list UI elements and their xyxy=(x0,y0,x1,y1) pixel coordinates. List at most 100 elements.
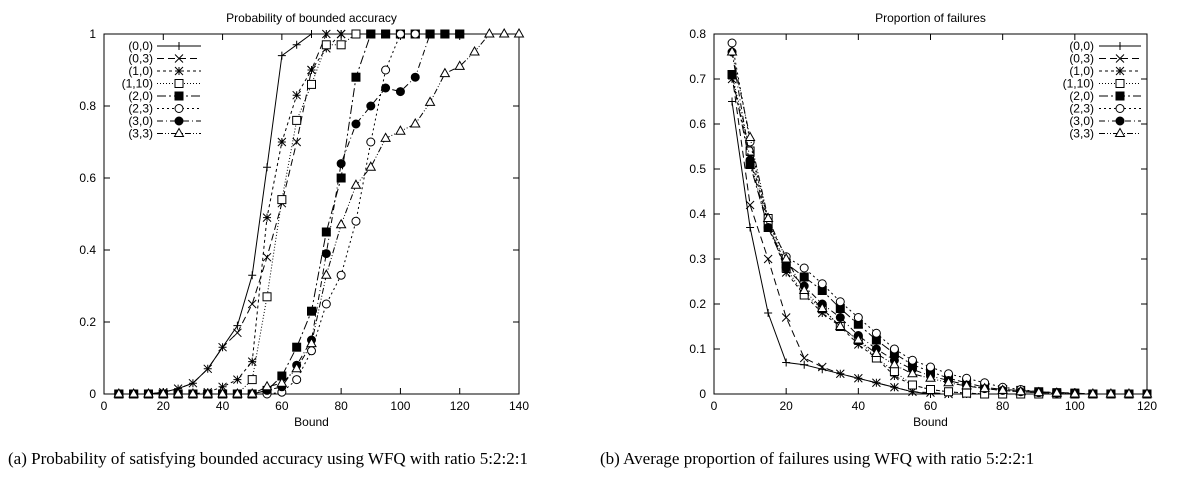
chart2-title: Proportion of failures xyxy=(875,11,986,25)
chart2-y-tick-label: 0.3 xyxy=(689,252,706,266)
chart2-data-point xyxy=(852,333,864,344)
chart1-series-4 xyxy=(114,29,465,399)
chart1-title: Probability of bounded accuracy xyxy=(226,11,397,25)
chart1-data-point xyxy=(307,79,316,89)
chart2-data-point xyxy=(799,353,809,363)
chart2-data-point xyxy=(944,387,954,397)
chart1-data-point xyxy=(248,271,257,280)
chart1-data-point xyxy=(292,90,302,100)
chart2-data-point xyxy=(728,97,737,106)
chart1-data-point xyxy=(232,387,243,398)
chart1-y-tick-label: 0.4 xyxy=(79,243,96,257)
chart2-data-point xyxy=(853,313,863,322)
chart1-data-point xyxy=(351,29,361,39)
chart2-data-point xyxy=(780,252,792,263)
chart1-data-point xyxy=(291,362,303,373)
chart1-data-point xyxy=(320,269,332,279)
chart1-data-point xyxy=(455,29,465,39)
chart2-legend: (0,0)(0,3)(1,0)(1,10)(2,0)(2,3)(3,0)(3,3… xyxy=(1063,39,1141,141)
chart2-data-point xyxy=(943,376,954,387)
chart1-data-point xyxy=(247,357,257,366)
chart1-data-point xyxy=(292,115,302,125)
chart2-data-point xyxy=(762,212,774,222)
chart1-x-axis-label: Bound xyxy=(294,415,329,429)
chart1-data-point xyxy=(202,387,214,398)
chart1-data-point xyxy=(128,387,139,398)
chart2-data-point xyxy=(890,382,899,392)
chart2-legend-marker xyxy=(1115,116,1125,126)
chart2-x-tick-label: 100 xyxy=(1065,399,1085,413)
chart1-data-point xyxy=(336,173,346,183)
figure-canvas: 0 20 40 60 80 100 120 140 0 0.2 0.4 0.6 0.8 1 Probabil… xyxy=(79,11,1157,429)
chart2-x-axis-label: Bound xyxy=(913,415,948,429)
chart1-data-point xyxy=(262,213,272,222)
chart1-data-point xyxy=(307,306,316,316)
chart2-data-point xyxy=(1105,387,1117,398)
caption-b: (b) Average proportion of failures using… xyxy=(600,449,1035,468)
chart2-data-point xyxy=(835,297,845,307)
chart2-data-point xyxy=(799,263,809,273)
chart2-series-8 xyxy=(726,45,1153,398)
chart2-data-point xyxy=(726,45,738,56)
chart1-data-point xyxy=(261,380,273,391)
chart2-data-point xyxy=(799,272,809,282)
chart2-data-point xyxy=(781,313,791,322)
chart1-data-point xyxy=(218,342,227,352)
chart1-data-point xyxy=(247,299,257,309)
chart2-data-point xyxy=(834,320,846,330)
chart2-x-tick-label: 60 xyxy=(924,399,938,413)
chart2-data-point xyxy=(763,254,773,264)
chart2-data-point xyxy=(1033,386,1045,397)
chart1-data-point xyxy=(262,292,272,302)
chart2-data-point xyxy=(745,146,755,156)
chart1-data-point xyxy=(366,101,376,111)
chart2-legend-label: (3,0) xyxy=(1069,114,1094,128)
chart1-y-tick-label: 0.6 xyxy=(79,171,96,185)
chart2-y-tick-label: 0.5 xyxy=(689,162,706,176)
chart2-x-tick-label: 20 xyxy=(779,399,793,413)
chart2-data-point xyxy=(889,344,899,354)
chart1-data-point xyxy=(380,132,391,142)
chart1-legend-marker xyxy=(173,127,185,137)
chart1-x-tick-label: 0 xyxy=(101,399,108,413)
chart2-data-point xyxy=(782,358,791,367)
chart2-data-point xyxy=(763,223,773,232)
chart1-series-7 xyxy=(114,29,465,399)
chart1-series-line xyxy=(118,33,460,395)
chart2-y-tick-label: 0.7 xyxy=(689,72,706,86)
chart1-data-point xyxy=(113,387,125,398)
chart2-data-point xyxy=(744,131,756,141)
chart1-legend-label: (0,3) xyxy=(128,52,153,66)
chart1-legend-marker xyxy=(174,79,184,88)
chart-bounded-accuracy: 0 20 40 60 80 100 120 140 0 0.2 0.4 0.6 0.8 1 Probabil… xyxy=(79,11,529,429)
chart2-x-tick-label: 80 xyxy=(996,399,1010,413)
chart2-data-point xyxy=(961,379,972,390)
chart2-data-point xyxy=(1087,387,1099,398)
chart1-data-point xyxy=(217,387,228,398)
chart1-data-point xyxy=(233,328,242,338)
chart2-y-tick-label: 0.6 xyxy=(689,117,706,131)
chart1-data-point xyxy=(335,218,347,229)
chart1-data-point xyxy=(350,179,362,189)
chart2-data-point xyxy=(835,369,845,379)
chart2-y-tick-label: 0.4 xyxy=(689,207,706,221)
chart1-data-point xyxy=(277,51,286,60)
chart1-x-tick-label: 60 xyxy=(275,399,289,413)
chart1-data-point xyxy=(277,195,287,205)
chart1-data-point xyxy=(366,29,376,39)
chart1-data-point xyxy=(307,346,316,356)
chart2-x-tick-label: 120 xyxy=(1137,399,1157,413)
chart1-legend-label: (1,10) xyxy=(122,77,153,91)
chart2-legend-label: (0,3) xyxy=(1069,52,1094,66)
chart2-data-point xyxy=(925,372,936,382)
chart1-series-line xyxy=(118,33,519,395)
chart1-data-point xyxy=(351,216,361,226)
chart2-data-point xyxy=(781,263,791,273)
chart1-data-point xyxy=(321,249,331,259)
chart1-data-point xyxy=(247,375,257,385)
chart1-data-point xyxy=(307,65,316,75)
chart2-data-point xyxy=(907,355,917,365)
chart1-data-point xyxy=(321,29,331,39)
chart2-legend-label: (2,0) xyxy=(1069,89,1094,103)
chart2-data-point xyxy=(962,388,972,398)
